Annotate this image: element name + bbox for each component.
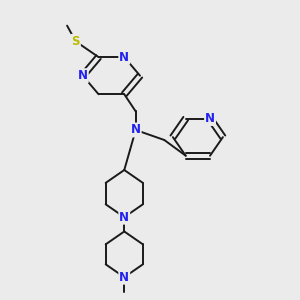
Text: N: N: [119, 211, 129, 224]
Text: N: N: [205, 112, 215, 125]
Text: N: N: [131, 124, 141, 136]
Text: S: S: [71, 35, 80, 48]
Text: N: N: [78, 69, 88, 82]
Text: N: N: [119, 51, 129, 64]
Text: N: N: [119, 271, 129, 284]
